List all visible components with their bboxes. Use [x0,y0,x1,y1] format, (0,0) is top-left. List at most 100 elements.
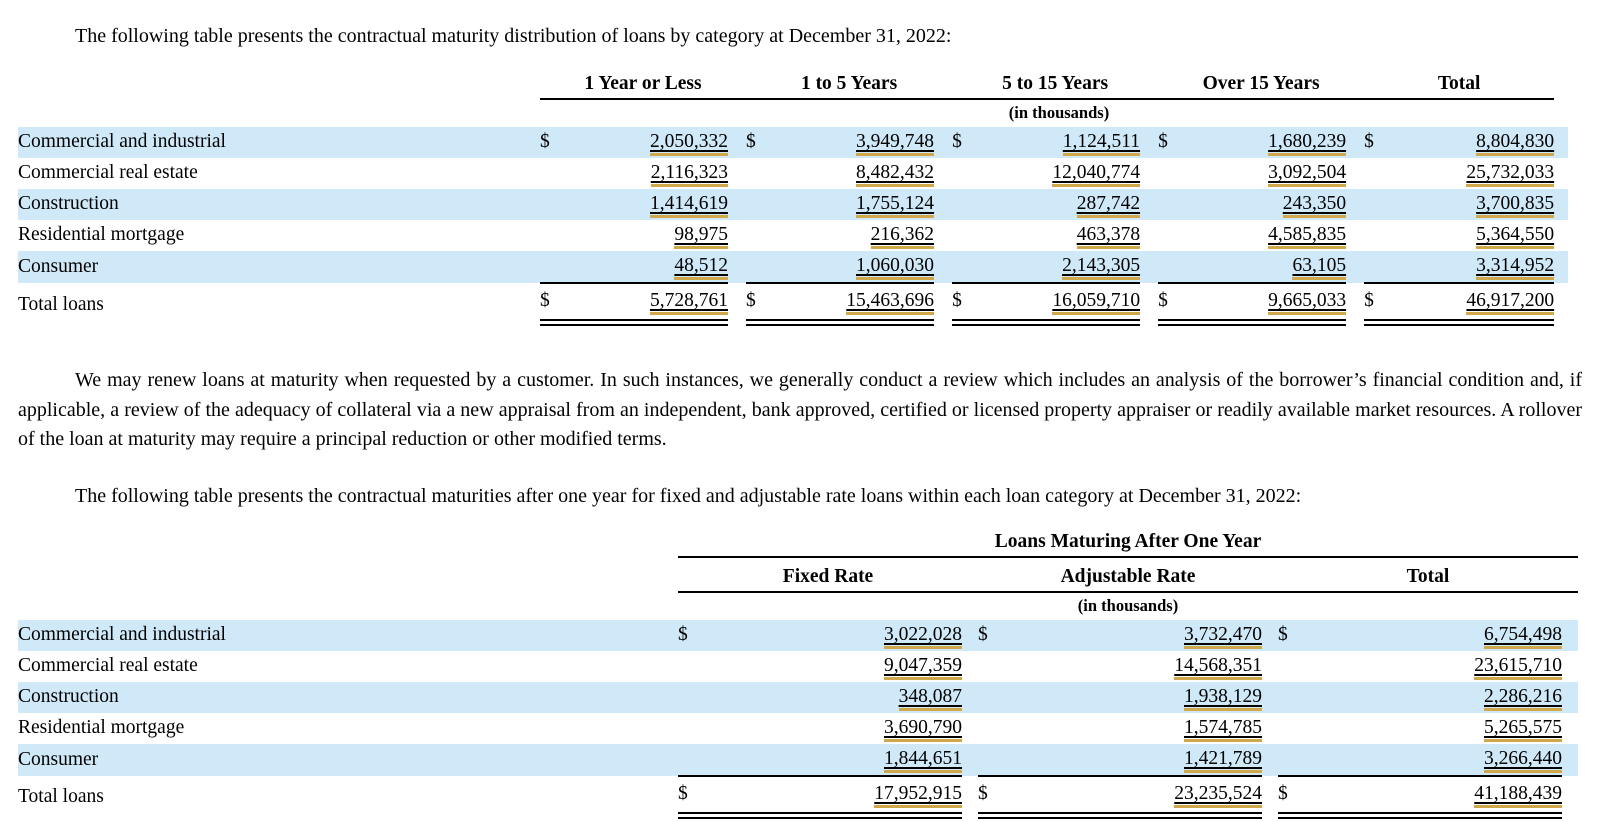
dollar-sign: $ [1158,127,1189,158]
cell-value: 2,050,332 [650,131,728,156]
table-row: Consumer 48,512 1,060,030 2,143,305 63,1… [18,251,1578,283]
table-row: Commercial and industrial $ 3,022,028 $ … [18,619,1578,651]
dollar-sign: $ [952,127,983,158]
cell-value: 243,350 [1282,193,1347,218]
cell-value: 2,286,216 [1484,685,1562,711]
cell-value: 1,124,511 [1062,131,1141,156]
cell-value: 3,092,504 [1268,162,1347,187]
table-row: Residential mortgage 3,690,790 1,574,785… [18,713,1578,744]
row-label: Consumer [18,251,540,283]
col-header-1-5yr: 1 to 5 Years [746,65,953,100]
cell-value: 1,574,785 [1184,716,1262,742]
cell-value: 14,568,351 [1174,654,1262,680]
dollar-sign: $ [1364,127,1395,158]
col-header-adjustable-rate: Adjustable Rate [978,556,1278,593]
cell-value: 15,463,696 [846,290,935,315]
table-row: Commercial and industrial $ 2,050,332 $ … [18,127,1578,158]
unit-note: (in thousands) [1008,103,1110,122]
cell-value: 23,235,524 [1174,782,1262,808]
cell-value: 41,188,439 [1474,782,1562,808]
loans-after-one-year-table: Loans Maturing After One Year Fixed Rate… [18,524,1578,819]
unit-note: (in thousands) [1077,595,1179,615]
table-row: Consumer 1,844,651 1,421,789 3,266,440 [18,743,1578,776]
cell-value: 3,266,440 [1484,747,1562,773]
cell-value: 1,680,239 [1268,131,1347,156]
cell-value: 5,265,575 [1484,716,1562,742]
dollar-sign: $ [1278,774,1308,819]
cell-value: 2,116,323 [650,162,728,187]
cell-value: 16,059,710 [1052,290,1141,315]
cell-value: 1,938,129 [1184,685,1262,711]
cell-value: 216,362 [870,224,935,249]
cell-value: 46,917,200 [1466,290,1555,315]
row-label: Commercial and industrial [18,619,678,651]
total-row: Total loans $ 5,728,761 $ 15,463,696 $ 1… [18,282,1578,326]
table-row: Residential mortgage 98,975 216,362 463,… [18,220,1578,251]
col-header-1yr-or-less: 1 Year or Less [540,65,747,100]
table-row: Commercial real estate 2,116,323 8,482,4… [18,158,1578,189]
cell-value: 25,732,033 [1466,162,1555,187]
cell-value: 8,482,432 [856,162,935,187]
row-label: Total loans [18,293,104,315]
cell-value: 98,975 [674,224,728,249]
cell-value: 1,755,124 [856,193,935,218]
col-header-total: Total [1364,65,1555,100]
row-label: Commercial real estate [18,162,198,183]
dollar-sign: $ [540,127,570,158]
table-row: Construction 348,087 1,938,129 2,286,216 [18,681,1578,713]
cell-value: 2,143,305 [1062,255,1141,280]
total-row: Total loans $ 17,952,915 $ 23,235,524 $ … [18,774,1578,819]
cell-value: 17,952,915 [874,782,962,808]
cell-value: 287,742 [1076,193,1141,218]
col-header-5-15yr: 5 to 15 Years [952,65,1159,100]
cell-value: 9,047,359 [884,654,962,680]
dollar-sign: $ [1158,282,1189,326]
loan-maturity-table: 1 Year or Less 1 to 5 Years 5 to 15 Year… [18,65,1578,326]
cell-value: 3,690,790 [884,716,962,742]
table1-header-row: 1 Year or Less 1 to 5 Years 5 to 15 Year… [18,65,1578,100]
cell-value: 4,585,835 [1268,224,1347,249]
cell-value: 3,314,952 [1476,255,1555,280]
row-label: Total loans [18,786,104,807]
row-label: Construction [18,681,678,713]
table2-unit-row: (in thousands) [18,592,1578,620]
cell-value: 5,364,550 [1476,224,1555,249]
table2-intro-text: The following table presents the contrac… [75,484,1302,507]
row-label: Commercial and industrial [18,127,540,158]
cell-value: 3,022,028 [884,623,962,649]
row-label: Consumer [18,743,678,776]
dollar-sign: $ [746,282,777,326]
row-label: Construction [18,189,540,220]
row-label: Residential mortgage [18,716,185,738]
dollar-sign: $ [540,282,570,326]
cell-value: 3,949,748 [856,131,935,156]
cell-value: 1,414,619 [650,193,728,218]
cell-value: 8,804,830 [1476,131,1555,156]
table-row: Construction 1,414,619 1,755,124 287,742… [18,189,1578,220]
group-title: Loans Maturing After One Year [678,524,1578,558]
cell-value: 348,087 [898,685,962,711]
table1-intro-text: The following table presents the contrac… [75,25,952,47]
dollar-sign: $ [952,282,983,326]
cell-value: 5,728,761 [650,290,728,315]
dollar-sign: $ [1278,619,1308,651]
cell-value: 6,754,498 [1484,623,1562,649]
cell-value: 1,060,030 [856,255,935,280]
cell-value: 23,615,710 [1474,654,1562,680]
row-label: Commercial real estate [18,654,198,676]
table2-group-title-row: Loans Maturing After One Year [18,524,1578,558]
dollar-sign: $ [746,127,777,158]
dollar-sign: $ [678,619,708,651]
table2-header-row: Fixed Rate Adjustable Rate Total [18,556,1578,593]
col-header-total: Total [1278,556,1578,593]
cell-value: 463,378 [1076,224,1141,249]
cell-value: 3,732,470 [1184,623,1262,649]
table1-unit-row: (in thousands) [18,99,1578,127]
dollar-sign: $ [678,774,708,819]
dollar-sign: $ [978,619,1008,651]
dollar-sign: $ [1364,282,1395,326]
cell-value: 9,665,033 [1268,290,1347,315]
cell-value: 1,844,651 [884,747,962,773]
cell-value: 1,421,789 [1184,747,1262,773]
